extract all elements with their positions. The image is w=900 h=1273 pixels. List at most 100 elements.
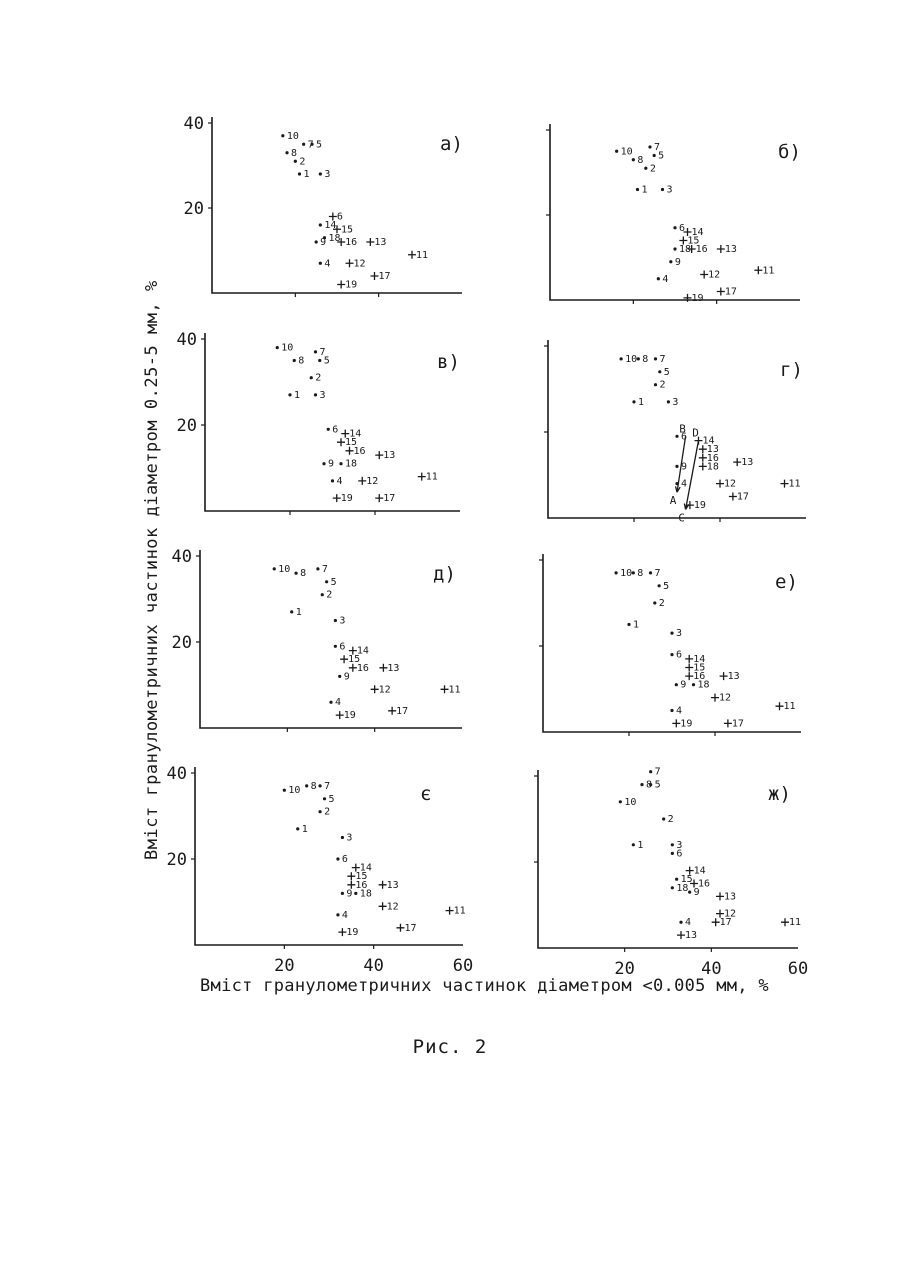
dot-marker xyxy=(620,357,623,360)
plus-marker xyxy=(781,918,789,926)
data-point: 10 xyxy=(273,564,291,575)
point-label: 16 xyxy=(698,879,710,890)
plus-marker xyxy=(672,719,680,727)
data-point: 3 xyxy=(661,185,673,196)
point-label: 10 xyxy=(287,131,299,142)
dot-marker xyxy=(661,188,664,191)
point-label: 16 xyxy=(357,663,369,674)
plus-marker xyxy=(418,473,426,481)
data-point: 9 xyxy=(338,671,350,682)
data-point: 19 xyxy=(672,718,692,729)
point-label: 3 xyxy=(667,185,673,196)
dot-marker xyxy=(654,357,657,360)
data-point: 11 xyxy=(418,472,438,483)
point-label: 9 xyxy=(346,888,352,899)
dot-marker xyxy=(675,683,678,686)
data-point: 11 xyxy=(446,906,466,917)
point-label: 13 xyxy=(374,237,386,248)
dot-marker xyxy=(329,701,332,704)
data-point: 12 xyxy=(711,693,731,704)
point-label: 8 xyxy=(637,568,643,579)
point-label: 9 xyxy=(680,680,686,691)
y-tick-label: 20 xyxy=(172,633,192,653)
panel-label: в) xyxy=(437,351,460,373)
plus-marker xyxy=(379,902,387,910)
data-point: 11 xyxy=(776,701,796,712)
point-label: 13 xyxy=(685,930,697,941)
point-label: 19 xyxy=(341,493,353,504)
dot-marker xyxy=(281,134,284,137)
data-point: 12 xyxy=(346,258,366,269)
scatter-panel-2: б)10785213614151816139412111719 xyxy=(546,124,801,304)
dot-marker xyxy=(318,810,321,813)
dot-marker xyxy=(640,783,643,786)
dot-marker xyxy=(341,892,344,895)
dot-marker xyxy=(649,770,652,773)
data-point: 2 xyxy=(321,590,333,601)
point-label: 10 xyxy=(278,564,290,575)
data-point: 12 xyxy=(379,901,399,912)
point-label: 2 xyxy=(660,380,666,391)
point-label: 7 xyxy=(324,781,330,792)
plus-marker xyxy=(685,664,693,672)
data-point: 4 xyxy=(670,706,682,717)
data-point: 13 xyxy=(375,450,395,461)
dot-marker xyxy=(285,151,288,154)
point-label: 5 xyxy=(329,794,335,805)
dot-marker xyxy=(649,783,652,786)
point-label: 18 xyxy=(360,888,372,899)
point-label: 17 xyxy=(737,492,749,503)
data-point: 8 xyxy=(305,781,317,792)
point-label: 9 xyxy=(320,237,326,248)
point-label: 17 xyxy=(404,923,416,934)
panel-axes xyxy=(538,770,798,948)
plus-marker xyxy=(699,454,707,462)
dot-marker xyxy=(322,462,325,465)
dot-marker xyxy=(310,143,313,146)
data-point: 8 xyxy=(632,568,644,579)
data-point: 8 xyxy=(294,568,306,579)
data-point: 1 xyxy=(632,840,644,851)
dot-marker xyxy=(318,784,321,787)
dot-marker xyxy=(658,370,661,373)
point-label: 17 xyxy=(396,706,408,717)
data-point: 3 xyxy=(667,397,679,408)
point-label: 2 xyxy=(315,373,321,384)
dot-marker xyxy=(669,260,672,263)
point-label: 17 xyxy=(383,493,395,504)
data-point: 13 xyxy=(717,244,737,255)
plus-marker xyxy=(371,272,379,280)
dot-marker xyxy=(334,645,337,648)
point-label: 2 xyxy=(299,156,305,167)
plus-marker xyxy=(379,664,387,672)
plus-marker xyxy=(716,892,724,900)
point-label: 7 xyxy=(655,568,661,579)
point-label: 13 xyxy=(725,244,737,255)
data-point: 2 xyxy=(653,598,665,609)
point-label: 10 xyxy=(621,146,633,157)
point-label: 10 xyxy=(288,785,300,796)
data-point: 17 xyxy=(729,492,749,503)
dot-marker xyxy=(632,843,635,846)
data-point: 10 xyxy=(276,343,294,354)
point-label: 12 xyxy=(719,693,731,704)
point-label: 6 xyxy=(681,431,687,442)
y-tick-label: 40 xyxy=(177,330,197,350)
plus-marker xyxy=(366,238,374,246)
point-label: 11 xyxy=(454,906,466,917)
data-point: 2 xyxy=(654,380,666,391)
plus-marker xyxy=(371,685,379,693)
plus-marker xyxy=(396,924,404,932)
point-label: 13 xyxy=(387,880,399,891)
dot-marker xyxy=(319,172,322,175)
point-label: 9 xyxy=(694,887,700,898)
point-label: 10 xyxy=(624,797,636,808)
point-label: 4 xyxy=(342,910,348,921)
point-label: 19 xyxy=(344,710,356,721)
plus-marker xyxy=(408,251,416,259)
point-label: 1 xyxy=(294,390,300,401)
plus-marker xyxy=(340,655,348,663)
data-point: 7 xyxy=(316,564,328,575)
